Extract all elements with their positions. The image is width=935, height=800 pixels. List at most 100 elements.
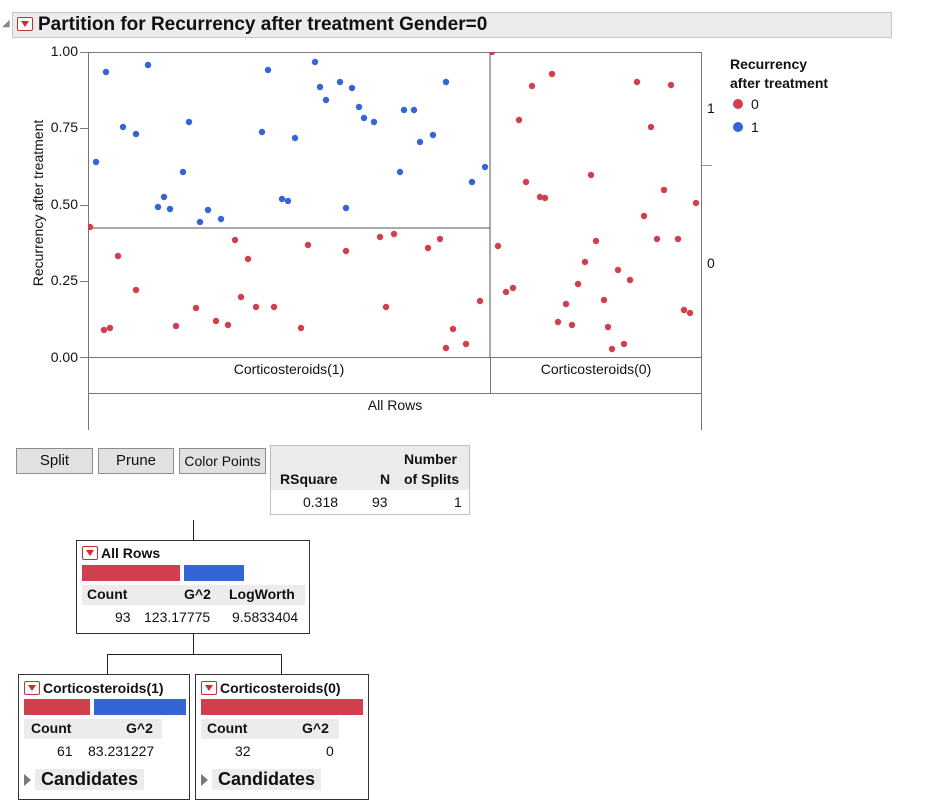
data-point-class0[interactable]: [494, 242, 502, 250]
data-point-class0[interactable]: [568, 321, 576, 329]
data-point-class0[interactable]: [660, 186, 668, 194]
data-point-class0[interactable]: [515, 116, 523, 124]
data-point-class0[interactable]: [626, 276, 634, 284]
data-point-class0[interactable]: [100, 326, 108, 334]
data-point-class1[interactable]: [196, 218, 204, 226]
data-point-class0[interactable]: [592, 237, 600, 245]
data-point-class0[interactable]: [608, 345, 616, 353]
data-point-class1[interactable]: [481, 163, 489, 171]
data-point-class1[interactable]: [179, 168, 187, 176]
data-point-class0[interactable]: [528, 82, 536, 90]
data-point-class1[interactable]: [217, 215, 225, 223]
data-point-class0[interactable]: [382, 303, 390, 311]
data-point-class0[interactable]: [376, 233, 384, 241]
data-point-class1[interactable]: [400, 106, 408, 114]
data-point-class1[interactable]: [119, 123, 127, 131]
data-point-class1[interactable]: [258, 128, 266, 136]
data-point-class0[interactable]: [106, 324, 114, 332]
right-candidates-toggle[interactable]: Candidates: [201, 769, 322, 790]
report-menu-icon[interactable]: [17, 17, 33, 31]
data-point-class1[interactable]: [342, 204, 350, 212]
data-point-class0[interactable]: [600, 296, 608, 304]
data-point-class1[interactable]: [278, 195, 286, 203]
data-point-class0[interactable]: [554, 318, 562, 326]
data-point-class1[interactable]: [322, 96, 330, 104]
data-point-class1[interactable]: [311, 58, 319, 66]
data-point-class0[interactable]: [442, 344, 450, 352]
data-point-class1[interactable]: [336, 78, 344, 86]
data-point-class0[interactable]: [244, 255, 252, 263]
data-point-class0[interactable]: [686, 309, 694, 317]
data-point-class0[interactable]: [192, 304, 200, 312]
data-point-class0[interactable]: [581, 258, 589, 266]
color-points-button[interactable]: Color Points: [179, 448, 266, 474]
data-point-class1[interactable]: [102, 68, 110, 76]
data-point-class1[interactable]: [166, 205, 174, 213]
left-candidates-toggle[interactable]: Candidates: [24, 769, 145, 790]
data-point-class0[interactable]: [252, 303, 260, 311]
split-button[interactable]: Split: [16, 448, 93, 474]
data-point-class1[interactable]: [160, 193, 168, 201]
data-point-class1[interactable]: [360, 114, 368, 122]
data-point-class1[interactable]: [355, 103, 363, 111]
data-point-class0[interactable]: [509, 284, 517, 292]
data-point-class0[interactable]: [304, 241, 312, 249]
data-point-class0[interactable]: [647, 123, 655, 131]
data-point-class1[interactable]: [370, 118, 378, 126]
data-point-class1[interactable]: [144, 61, 152, 69]
data-point-class0[interactable]: [653, 235, 661, 243]
data-point-class0[interactable]: [562, 300, 570, 308]
outline-collapse-icon[interactable]: ◢: [2, 18, 10, 29]
data-point-class0[interactable]: [604, 323, 612, 331]
data-point-class1[interactable]: [442, 78, 450, 86]
node-menu-icon[interactable]: [201, 681, 217, 695]
data-point-class0[interactable]: [132, 286, 140, 294]
data-point-class1[interactable]: [316, 83, 324, 91]
data-point-class1[interactable]: [284, 197, 292, 205]
data-point-class1[interactable]: [132, 130, 140, 138]
legend-item-0[interactable]: 0: [733, 96, 759, 112]
data-point-class1[interactable]: [348, 84, 356, 92]
data-point-class1[interactable]: [291, 134, 299, 142]
data-point-class0[interactable]: [674, 235, 682, 243]
data-point-class0[interactable]: [692, 199, 700, 207]
data-point-class0[interactable]: [297, 324, 305, 332]
data-point-class0[interactable]: [231, 236, 239, 244]
data-point-class0[interactable]: [476, 297, 484, 305]
data-point-class1[interactable]: [185, 118, 193, 126]
data-point-class1[interactable]: [154, 203, 162, 211]
data-point-class0[interactable]: [212, 317, 220, 325]
data-point-class0[interactable]: [172, 322, 180, 330]
data-point-class0[interactable]: [237, 293, 245, 301]
data-point-class0[interactable]: [502, 288, 510, 296]
data-point-class0[interactable]: [633, 78, 641, 86]
data-point-class0[interactable]: [424, 244, 432, 252]
data-point-class0[interactable]: [620, 340, 628, 348]
data-point-class1[interactable]: [92, 158, 100, 166]
data-point-class0[interactable]: [680, 306, 688, 314]
data-point-class1[interactable]: [416, 138, 424, 146]
node-menu-icon[interactable]: [82, 546, 98, 560]
prune-button[interactable]: Prune: [98, 448, 174, 474]
data-point-class1[interactable]: [204, 206, 212, 214]
data-point-class0[interactable]: [270, 303, 278, 311]
data-point-class0[interactable]: [88, 223, 94, 231]
data-point-class0[interactable]: [536, 193, 544, 201]
data-point-class0[interactable]: [224, 321, 232, 329]
data-point-class0[interactable]: [390, 230, 398, 238]
data-point-class0[interactable]: [541, 194, 549, 202]
data-point-class1[interactable]: [468, 178, 476, 186]
data-point-class0[interactable]: [640, 212, 648, 220]
data-point-class0[interactable]: [667, 81, 675, 89]
data-point-class0[interactable]: [114, 252, 122, 260]
data-point-class0[interactable]: [522, 178, 530, 186]
data-point-class0[interactable]: [614, 266, 622, 274]
partition-plot[interactable]: [88, 52, 702, 358]
data-point-class0[interactable]: [548, 70, 556, 78]
data-point-class0[interactable]: [462, 340, 470, 348]
legend-item-1[interactable]: 1: [733, 119, 759, 135]
data-point-class1[interactable]: [410, 106, 418, 114]
data-point-class0[interactable]: [342, 247, 350, 255]
data-point-class0[interactable]: [449, 325, 457, 333]
data-point-class0[interactable]: [488, 52, 496, 56]
